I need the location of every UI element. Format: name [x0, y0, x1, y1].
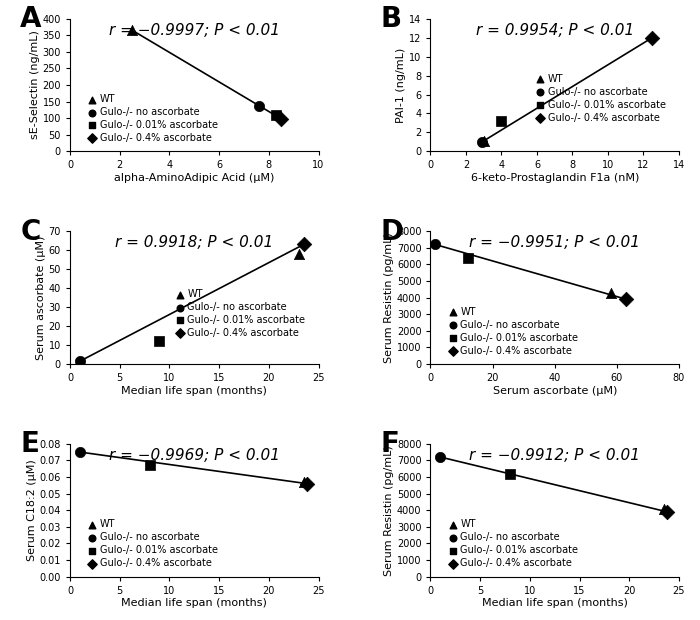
Point — [505, 469, 516, 479]
X-axis label: Median life span (months): Median life span (months) — [121, 386, 267, 396]
Text: r = −0.9969; P < 0.01: r = −0.9969; P < 0.01 — [108, 448, 280, 463]
Point — [293, 249, 304, 259]
Point — [478, 136, 489, 146]
X-axis label: Median life span (months): Median life span (months) — [482, 598, 628, 608]
Point — [298, 239, 309, 249]
Point — [127, 25, 138, 35]
Text: A: A — [20, 6, 42, 33]
Point — [662, 507, 673, 517]
Legend: WT, Gulo-/- no ascorbate, Gulo-/- 0.01% ascorbate, Gulo-/- 0.4% ascorbate: WT, Gulo-/- no ascorbate, Gulo-/- 0.01% … — [535, 73, 666, 123]
Point — [271, 110, 282, 120]
Point — [276, 114, 287, 124]
Point — [476, 137, 487, 147]
Point — [496, 116, 507, 126]
Legend: WT, Gulo-/- no ascorbate, Gulo-/- 0.01% ascorbate, Gulo-/- 0.4% ascorbate: WT, Gulo-/- no ascorbate, Gulo-/- 0.01% … — [174, 288, 307, 339]
Point — [301, 479, 312, 489]
X-axis label: 6-keto-Prostaglandin F1a (nM): 6-keto-Prostaglandin F1a (nM) — [470, 173, 639, 184]
Point — [605, 288, 616, 298]
Y-axis label: Serum ascorbate (μM): Serum ascorbate (μM) — [36, 236, 46, 360]
Point — [253, 100, 265, 110]
Text: B: B — [381, 6, 402, 33]
Legend: WT, Gulo-/- no ascorbate, Gulo-/- 0.01% ascorbate, Gulo-/- 0.4% ascorbate: WT, Gulo-/- no ascorbate, Gulo-/- 0.01% … — [448, 306, 580, 356]
Text: E: E — [20, 430, 39, 458]
Text: r = 0.9918; P < 0.01: r = 0.9918; P < 0.01 — [116, 235, 274, 250]
X-axis label: Median life span (months): Median life span (months) — [121, 598, 267, 608]
Text: C: C — [20, 218, 41, 246]
Text: F: F — [381, 430, 400, 458]
Point — [74, 356, 85, 366]
Point — [647, 33, 658, 43]
Point — [144, 461, 155, 471]
X-axis label: alpha-AminoAdipic Acid (μM): alpha-AminoAdipic Acid (μM) — [114, 173, 274, 184]
Y-axis label: PAI-1 (ng/mL): PAI-1 (ng/mL) — [396, 47, 406, 123]
Text: r = −0.9951; P < 0.01: r = −0.9951; P < 0.01 — [469, 235, 640, 250]
Point — [621, 294, 632, 304]
Y-axis label: Serum C18:2 (μM): Serum C18:2 (μM) — [27, 459, 36, 561]
Text: D: D — [381, 218, 404, 246]
Y-axis label: sE-Selectin (ng/mL): sE-Selectin (ng/mL) — [29, 30, 40, 140]
Y-axis label: Serum Resistin (pg/mL): Serum Resistin (pg/mL) — [384, 445, 394, 575]
Text: r = −0.9997; P < 0.01: r = −0.9997; P < 0.01 — [108, 22, 280, 38]
Point — [462, 253, 473, 263]
Text: r = −0.9912; P < 0.01: r = −0.9912; P < 0.01 — [469, 448, 640, 463]
Point — [298, 477, 309, 487]
Legend: WT, Gulo-/- no ascorbate, Gulo-/- 0.01% ascorbate, Gulo-/- 0.4% ascorbate: WT, Gulo-/- no ascorbate, Gulo-/- 0.01% … — [88, 518, 219, 569]
Point — [435, 452, 446, 462]
Point — [430, 239, 441, 249]
Point — [154, 336, 165, 346]
Point — [74, 447, 85, 457]
Legend: WT, Gulo-/- no ascorbate, Gulo-/- 0.01% ascorbate, Gulo-/- 0.4% ascorbate: WT, Gulo-/- no ascorbate, Gulo-/- 0.01% … — [88, 93, 219, 144]
Y-axis label: Serum Resistin (pg/mL): Serum Resistin (pg/mL) — [384, 232, 394, 363]
Legend: WT, Gulo-/- no ascorbate, Gulo-/- 0.01% ascorbate, Gulo-/- 0.4% ascorbate: WT, Gulo-/- no ascorbate, Gulo-/- 0.01% … — [448, 518, 580, 569]
Point — [659, 503, 670, 513]
X-axis label: Serum ascorbate (μM): Serum ascorbate (μM) — [493, 386, 617, 396]
Text: r = 0.9954; P < 0.01: r = 0.9954; P < 0.01 — [475, 22, 634, 38]
